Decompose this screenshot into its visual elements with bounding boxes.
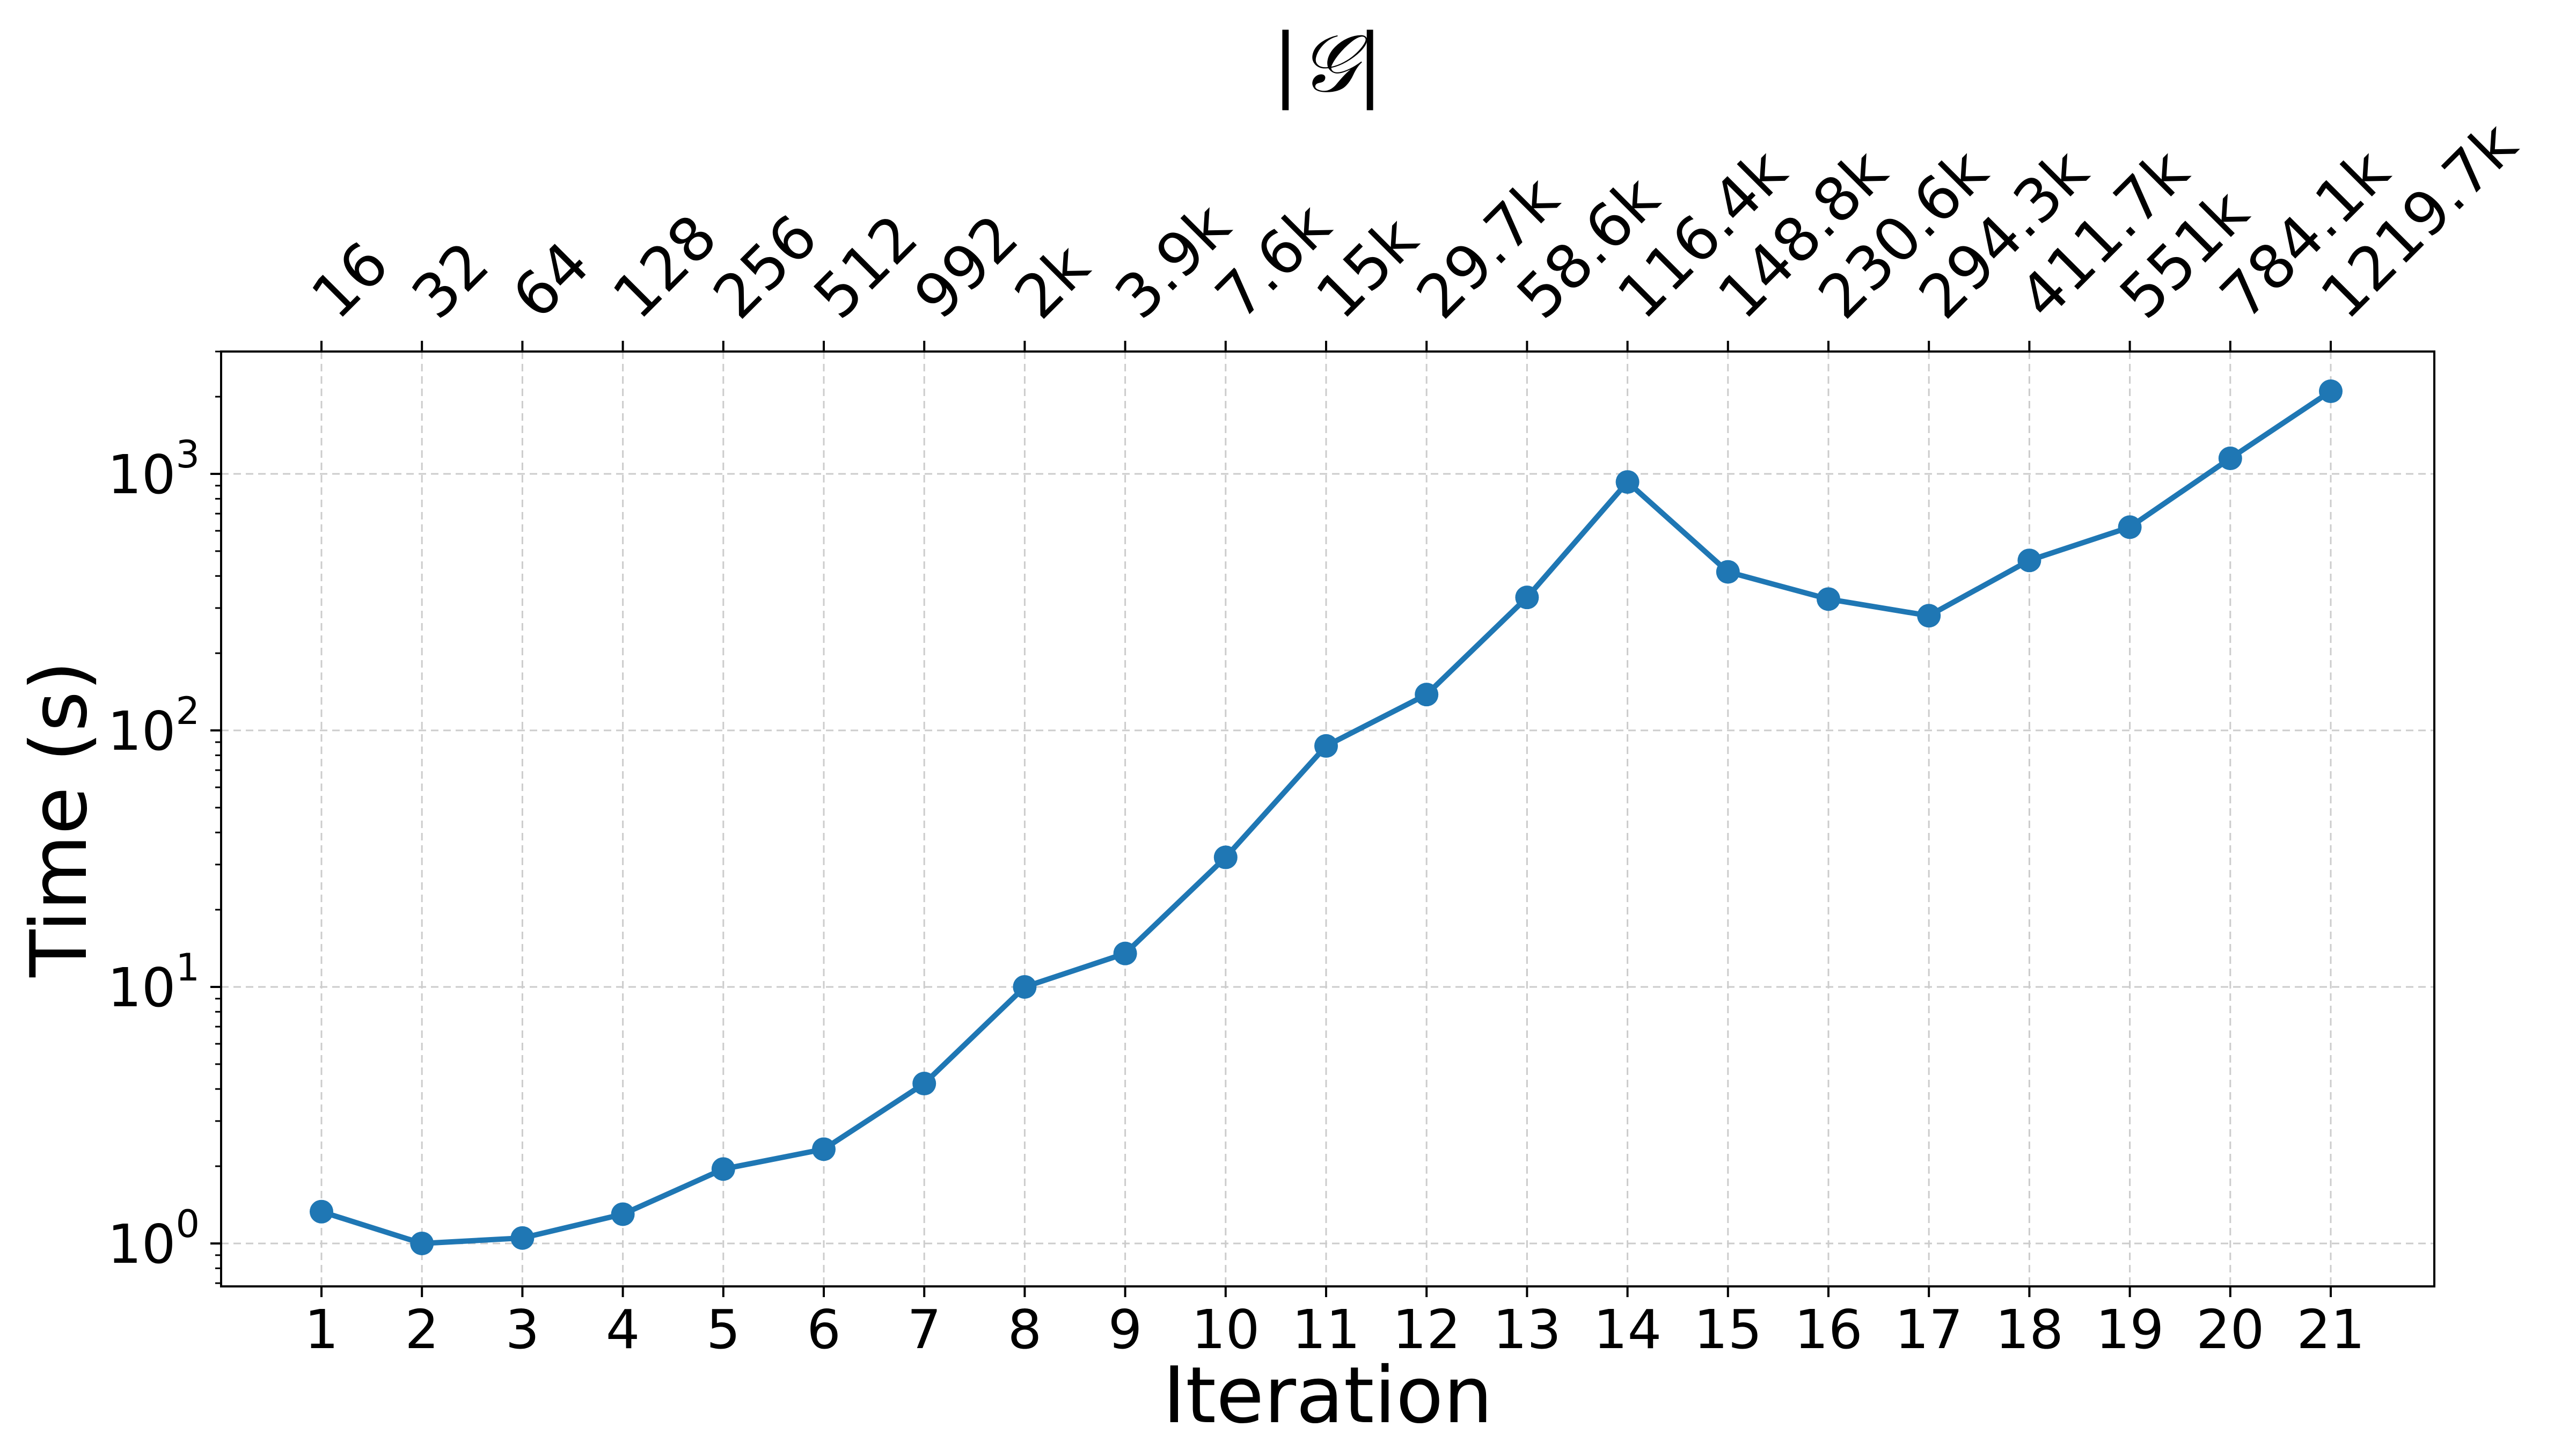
data-point [1213, 845, 1238, 869]
data-point [510, 1226, 535, 1250]
x-tick-label: 6 [807, 1298, 841, 1361]
x-tick-label: 17 [1895, 1298, 1963, 1361]
data-point [410, 1231, 434, 1255]
series-markers [310, 379, 2343, 1255]
top-axis-label: |𝒢| [1272, 17, 1384, 111]
data-point [1817, 587, 1840, 611]
data-point [2218, 447, 2242, 471]
y-tick-label: 100 [107, 1202, 200, 1276]
x-tick-label: 1 [304, 1298, 339, 1361]
x-tick-label: 15 [1694, 1298, 1762, 1361]
y-axis-label: Time (s) [14, 661, 105, 978]
data-point [1314, 734, 1338, 758]
data-point [2319, 379, 2343, 404]
y-tick-label: 103 [107, 433, 200, 506]
top-tick-label: 7.6k [1203, 191, 1344, 332]
x-tick-label: 13 [1493, 1298, 1561, 1361]
data-point [1615, 470, 1640, 494]
top-tick-label: 992 [901, 202, 1031, 332]
data-point [711, 1157, 735, 1181]
x-tick-label: 7 [907, 1298, 941, 1361]
x-tick-label: 11 [1292, 1298, 1360, 1361]
top-tick-label: 32 [399, 229, 502, 332]
top-tick-label: 256 [700, 202, 831, 332]
data-point [1113, 941, 1137, 965]
x-tick-label: 12 [1393, 1298, 1461, 1361]
data-point [611, 1202, 635, 1226]
data-point [812, 1137, 836, 1161]
y-tick-label: 101 [107, 946, 200, 1019]
data-point [1716, 560, 1740, 584]
x-tick-label: 3 [506, 1298, 540, 1361]
x-tick-label: 16 [1794, 1298, 1862, 1361]
x-tick-label: 19 [2096, 1298, 2164, 1361]
x-axis-label: Iteration [1162, 1350, 1492, 1441]
x-tick-label: 5 [706, 1298, 741, 1361]
grid [221, 352, 2434, 1286]
top-tick-label: 16 [298, 229, 402, 332]
data-point [1013, 975, 1037, 999]
plot-frame [220, 350, 2435, 1287]
x-tick-label: 4 [606, 1298, 640, 1361]
x-tick-label: 2 [405, 1298, 439, 1361]
data-point [912, 1072, 936, 1096]
top-tick-label: 64 [500, 229, 603, 332]
axis-ticks: 116232364412852566512799282k93.9k107.6k1… [107, 109, 2530, 1361]
data-point [2017, 548, 2041, 573]
data-point [2118, 515, 2142, 539]
top-tick-label: 512 [801, 202, 931, 332]
top-tick-label: 128 [600, 202, 730, 332]
data-point [1415, 683, 1439, 707]
x-tick-label: 21 [2296, 1298, 2365, 1361]
x-tick-label: 8 [1008, 1298, 1042, 1361]
x-tick-label: 9 [1108, 1298, 1143, 1361]
top-tick-label: 3.9k [1102, 191, 1244, 332]
data-point [1917, 604, 1941, 628]
data-point [1515, 586, 1539, 610]
x-tick-label: 14 [1593, 1298, 1662, 1361]
x-tick-label: 18 [1995, 1298, 2063, 1361]
data-point [310, 1199, 333, 1224]
y-tick-label: 102 [107, 689, 200, 763]
x-tick-label: 20 [2196, 1298, 2264, 1361]
x-tick-label: 10 [1191, 1298, 1260, 1361]
